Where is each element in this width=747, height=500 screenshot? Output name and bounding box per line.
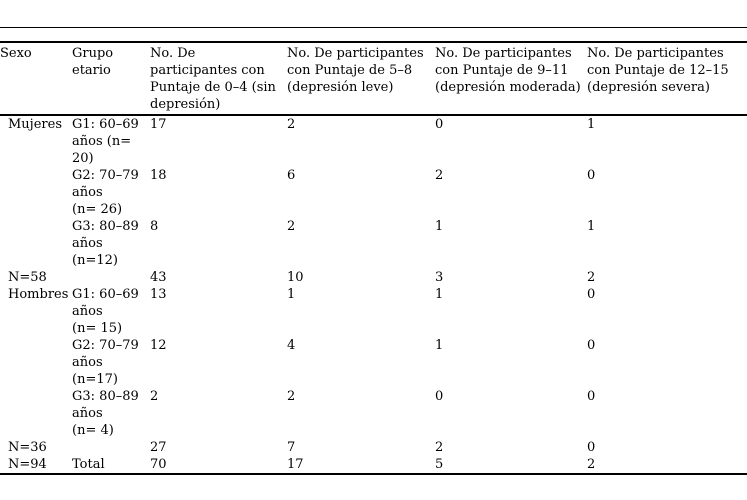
data-cell: 2 xyxy=(287,389,296,404)
data-cell: 1 xyxy=(287,287,296,302)
age-group-cell: Total xyxy=(72,457,105,472)
age-group-cell xyxy=(72,439,150,456)
top-spacer-cell xyxy=(0,27,747,43)
data-cell: 2 xyxy=(587,270,596,285)
row-label-cell: Mujeres xyxy=(8,117,62,132)
row-label-cell: N=94 xyxy=(8,457,47,472)
data-cell: 2 xyxy=(150,389,159,404)
data-cell: 17 xyxy=(150,117,167,132)
data-cell: 17 xyxy=(287,457,304,472)
depression-scores-table-container: Sexo Grupo etario No. De participantes con… xyxy=(0,27,747,475)
table-row: N=36 27 7 2 0 xyxy=(0,439,747,456)
column-header-6: No. De participantes con Puntaje de 12–1… xyxy=(587,42,747,116)
data-cell: 13 xyxy=(150,287,167,302)
age-group-cell: G3: 80–89 años (n= 4) xyxy=(72,389,139,438)
data-cell: 0 xyxy=(587,389,596,404)
data-cell: 1 xyxy=(587,117,596,132)
column-header-1: Sexo xyxy=(0,42,72,116)
table-row: Mujeres G1: 60–69 años (n= 20) 17 2 0 1 xyxy=(0,115,747,167)
data-cell: 2 xyxy=(435,168,444,183)
age-group-cell: G1: 60–69 años (n= 15) xyxy=(72,287,139,336)
table-row: Hombres G1: 60–69 años (n= 15) 13 1 1 0 xyxy=(0,286,747,337)
data-cell: 7 xyxy=(287,440,296,455)
age-group-cell: G2: 70–79 años (n=17) xyxy=(72,338,139,387)
data-cell: 2 xyxy=(287,219,296,234)
row-label-cell: N=36 xyxy=(8,440,47,455)
table-row: G3: 80–89 años (n=12) 8 2 1 1 xyxy=(0,218,747,269)
data-cell: 4 xyxy=(287,338,296,353)
data-cell: 2 xyxy=(287,117,296,132)
data-cell: 0 xyxy=(587,168,596,183)
age-group-cell: G3: 80–89 años (n=12) xyxy=(72,219,139,268)
table-row: G2: 70–79 años (n=17) 12 4 1 0 xyxy=(0,337,747,388)
data-cell: 0 xyxy=(587,338,596,353)
data-cell: 8 xyxy=(150,219,159,234)
data-cell: 10 xyxy=(287,270,304,285)
data-cell: 0 xyxy=(435,117,444,132)
table-row: N=94 Total 70 17 5 2 xyxy=(0,456,747,474)
data-cell: 1 xyxy=(435,287,444,302)
table-row: N=58 43 10 3 2 xyxy=(0,269,747,286)
data-cell: 5 xyxy=(435,457,444,472)
row-label-cell xyxy=(0,337,72,388)
row-label-cell xyxy=(0,167,72,218)
data-cell: 0 xyxy=(587,440,596,455)
data-cell: 2 xyxy=(435,440,444,455)
data-cell: 3 xyxy=(435,270,444,285)
data-cell: 1 xyxy=(435,338,444,353)
data-cell: 12 xyxy=(150,338,167,353)
age-group-cell xyxy=(72,269,150,286)
top-spacer-row xyxy=(0,27,747,43)
data-cell: 43 xyxy=(150,270,167,285)
row-label-cell: N=58 xyxy=(8,270,47,285)
column-header-4: No. De participantes con Puntaje de 5–8 … xyxy=(287,42,435,116)
data-cell: 70 xyxy=(150,457,167,472)
age-group-cell: G1: 60–69 años (n= 20) xyxy=(72,117,139,166)
table-body: Mujeres G1: 60–69 años (n= 20) 17 2 0 1 G2: 70… xyxy=(0,115,747,474)
row-label-cell: Hombres xyxy=(8,287,69,302)
row-label-cell xyxy=(0,388,72,439)
data-cell: 0 xyxy=(435,389,444,404)
data-cell: 18 xyxy=(150,168,167,183)
data-cell: 0 xyxy=(587,287,596,302)
depression-scores-table: Sexo Grupo etario No. De participantes con… xyxy=(0,27,747,475)
data-cell: 1 xyxy=(587,219,596,234)
data-cell: 1 xyxy=(435,219,444,234)
column-header-2: Grupo etario xyxy=(72,42,150,116)
data-cell: 6 xyxy=(287,168,296,183)
column-header-5: No. De participantes con Puntaje de 9–11… xyxy=(435,42,587,116)
data-cell: 2 xyxy=(587,457,596,472)
column-header-3: No. De participantes con Puntaje de 0–4 … xyxy=(150,42,287,116)
table-row: G3: 80–89 años (n= 4) 2 2 0 0 xyxy=(0,388,747,439)
table-row: G2: 70–79 años (n= 26) 18 6 2 0 xyxy=(0,167,747,218)
header-row: Sexo Grupo etario No. De participantes con… xyxy=(0,42,747,116)
data-cell: 27 xyxy=(150,440,167,455)
age-group-cell: G2: 70–79 años (n= 26) xyxy=(72,168,139,217)
row-label-cell xyxy=(0,218,72,269)
